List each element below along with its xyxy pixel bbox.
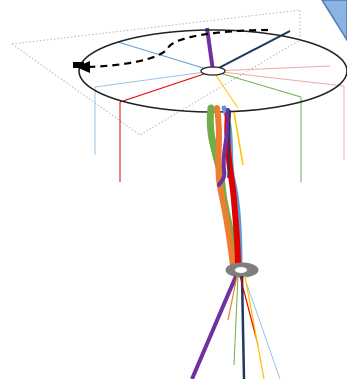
rotation-arrow-dashed [87, 28, 269, 69]
fan-line-navy [240, 275, 246, 379]
spoke-blue [94, 70, 214, 88]
spoke-yellow [212, 70, 239, 109]
big-blue-arrow-shape [321, 0, 347, 42]
lower-ellipse-hole [235, 267, 247, 273]
spoke-navy [212, 30, 291, 72]
fan-line-orange [227, 275, 238, 321]
ring-center [200, 66, 226, 76]
fan-line-purple [190, 275, 238, 379]
bundle-strand-purple [217, 108, 231, 187]
bundle-strand-navy [227, 109, 231, 179]
fan-line-green [233, 275, 239, 366]
spoke-red [119, 70, 214, 103]
bundle-strand-orange [214, 105, 236, 269]
rotation-arrow-start-mark [73, 62, 84, 68]
bundle-strand-yellow [233, 111, 244, 166]
fan-line-blue [243, 275, 281, 379]
spoke-pink-back [212, 65, 331, 72]
spoke-pink [212, 70, 345, 87]
spoke-green [212, 70, 302, 98]
spoke-light-blue [117, 41, 214, 72]
dotted-plane [10, 9, 301, 136]
fan-line-yellow [244, 275, 265, 379]
spoke-purple [205, 27, 215, 72]
